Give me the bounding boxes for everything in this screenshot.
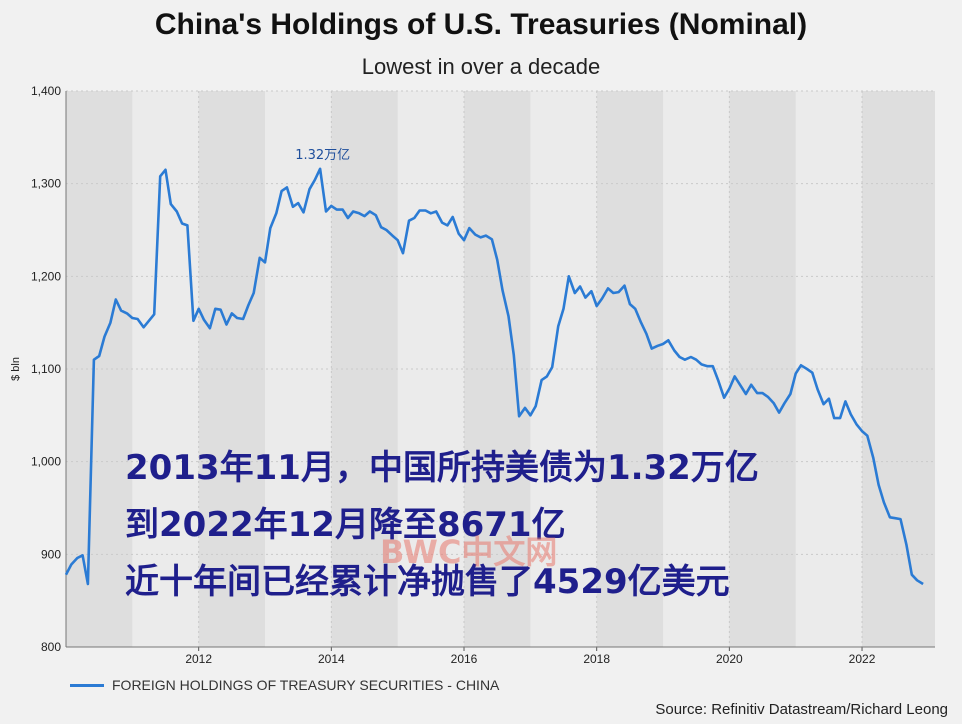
y-tick-label: 1,100	[31, 362, 61, 376]
overlay-caption: 2013年11月，中国所持美债为1.32万亿 到2022年12月降至8671亿 …	[125, 440, 759, 611]
overlay-line-1: 2013年11月，中国所持美债为1.32万亿	[125, 448, 759, 488]
peak-annotation: 1.32万亿	[295, 148, 350, 163]
legend-swatch	[70, 683, 104, 687]
overlay-line-2: 到2022年12月降至8671亿	[125, 505, 566, 545]
x-tick-label: 2012	[185, 652, 212, 666]
y-tick-label: 1,400	[31, 84, 61, 98]
x-tick-label: 2020	[716, 652, 743, 666]
series-line	[64, 167, 924, 586]
chart-subtitle: Lowest in over a decade	[361, 54, 601, 79]
chart-title: China's Holdings of U.S. Treasuries (Nom…	[154, 8, 808, 41]
x-tick-label: 2016	[451, 652, 478, 666]
watermark-text: BWC中文网	[380, 533, 558, 571]
y-axis-label: $ bln	[10, 357, 22, 381]
y-tick-label: 900	[41, 547, 61, 561]
x-tick-label: 2018	[583, 652, 610, 666]
x-tick-label: 2022	[849, 652, 876, 666]
x-tick-label: 2014	[318, 652, 345, 666]
y-tick-label: 1,000	[31, 455, 61, 469]
overlay-line-3: 近十年间已经累计净抛售了4529亿美元	[125, 562, 730, 602]
y-tick-label: 1,200	[31, 269, 61, 283]
legend-label: FOREIGN HOLDINGS OF TREASURY SECURITIES …	[112, 677, 500, 693]
source-note: Source: Refinitiv Datastream/Richard Leo…	[655, 701, 948, 718]
y-tick-label: 1,300	[31, 177, 61, 191]
y-tick-label: 800	[41, 640, 61, 654]
legend: FOREIGN HOLDINGS OF TREASURY SECURITIES …	[70, 677, 499, 693]
